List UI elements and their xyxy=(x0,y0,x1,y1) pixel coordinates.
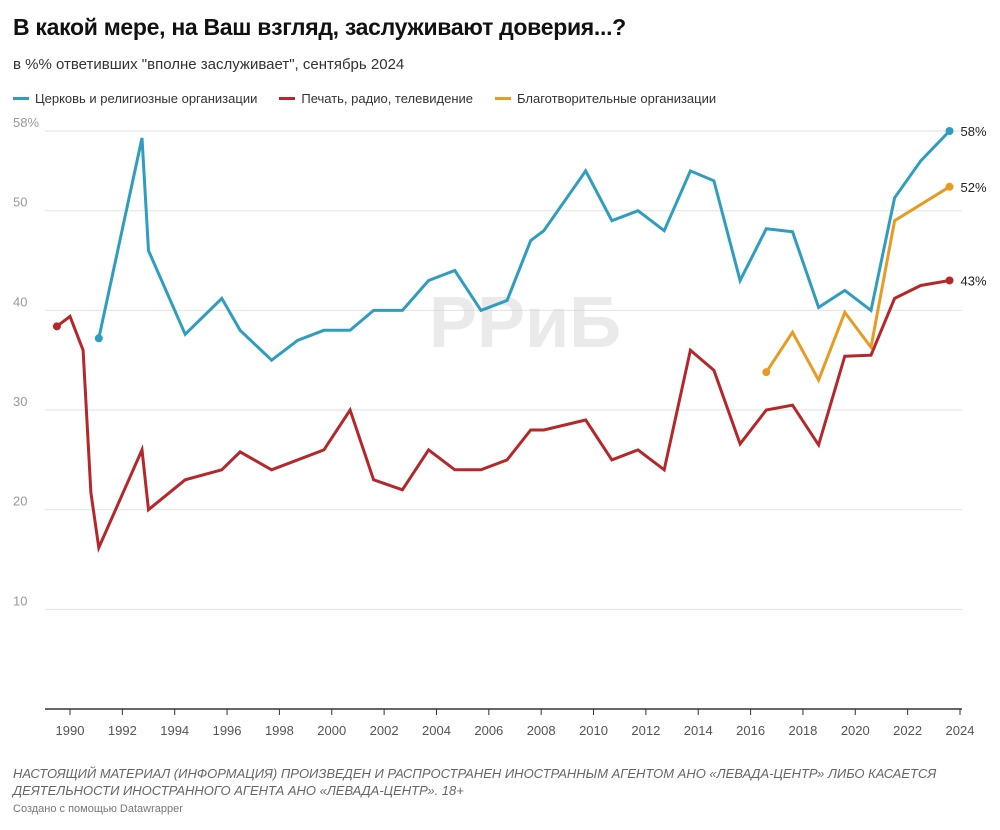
x-tick-label: 2004 xyxy=(422,723,451,738)
legend-item-church: Церковь и религиозные организации xyxy=(13,91,257,106)
x-tick-label: 2018 xyxy=(788,723,817,738)
legend-item-media: Печать, радио, телевидение xyxy=(279,91,473,106)
x-axis: 1990 1992 1994 1996 1998 2000 2002 2004 2006 2008… xyxy=(45,708,975,738)
legend-label-charity: Благотворительные организации xyxy=(517,91,717,106)
x-tick-label: 2008 xyxy=(527,723,556,738)
x-tick-label: 1992 xyxy=(108,723,137,738)
series-lines: 58% 43% 52% xyxy=(52,124,987,553)
series-end-point-1 xyxy=(945,276,954,285)
x-tick-label: 2002 xyxy=(370,723,399,738)
y-tick-label: 20 xyxy=(13,494,27,509)
series-start-point-2 xyxy=(762,368,771,377)
y-tick-label: 40 xyxy=(13,294,27,309)
series-end-label-1: 43% xyxy=(961,273,987,288)
series-line-0 xyxy=(97,129,951,363)
series-end-point-2 xyxy=(945,182,954,191)
x-tick-label: 1998 xyxy=(265,723,294,738)
x-tick-label: 1990 xyxy=(56,723,85,738)
legend-swatch-church xyxy=(13,97,29,100)
x-tick-label: 2020 xyxy=(841,723,870,738)
x-tick-label: 1994 xyxy=(160,723,189,738)
x-tick-label: 2014 xyxy=(684,723,713,738)
datawrapper-credit: Создано с помощью Datawrapper xyxy=(13,803,183,815)
series-line-1 xyxy=(55,279,950,553)
series-start-point-1 xyxy=(52,322,61,331)
x-tick-label: 2006 xyxy=(474,723,503,738)
series-end-label-2: 52% xyxy=(961,180,987,195)
y-tick-label: 50 xyxy=(13,195,27,210)
legend: Церковь и религиозные организации Печать… xyxy=(13,91,716,106)
watermark: РРиБ xyxy=(429,283,621,363)
legend-label-media: Печать, радио, телевидение xyxy=(301,91,473,106)
x-tick-label: 2000 xyxy=(317,723,346,738)
foreign-agent-notice: НАСТОЯЩИЙ МАТЕРИАЛ (ИНФОРМАЦИЯ) ПРОИЗВЕД… xyxy=(13,766,937,798)
x-tick-label: 2010 xyxy=(579,723,608,738)
x-tick-label: 2022 xyxy=(893,723,922,738)
legend-swatch-media xyxy=(279,97,296,100)
series-line-2 xyxy=(765,185,951,384)
y-tick-label: 10 xyxy=(13,593,27,608)
x-tick-label: 2024 xyxy=(946,723,975,738)
legend-item-charity: Благотворительные организации xyxy=(495,91,716,106)
series-end-point-0 xyxy=(945,127,954,135)
chart-title: В какой мере, на Ваш взгляд, заслуживают… xyxy=(13,14,626,40)
legend-label-church: Церковь и религиозные организации xyxy=(35,91,258,106)
watermark-text: РРиБ xyxy=(429,283,621,363)
line-chart: 10 20 30 40 50 58% РРиБ 1990 1992 1994 1996 1998 2… xyxy=(13,115,987,738)
x-tick-label: 2012 xyxy=(631,723,660,738)
chart-subtitle: в %% ответивших "вполне заслуживает", се… xyxy=(13,56,405,73)
y-tick-label: 58% xyxy=(13,115,39,130)
gridlines: 10 20 30 40 50 58% xyxy=(13,115,962,610)
series-start-point-0 xyxy=(94,334,103,343)
legend-swatch-charity xyxy=(495,97,511,100)
x-tick-label: 1996 xyxy=(213,723,242,738)
x-tick-label: 2016 xyxy=(736,723,765,738)
y-tick-label: 30 xyxy=(13,394,27,409)
series-end-label-0: 58% xyxy=(961,124,987,139)
